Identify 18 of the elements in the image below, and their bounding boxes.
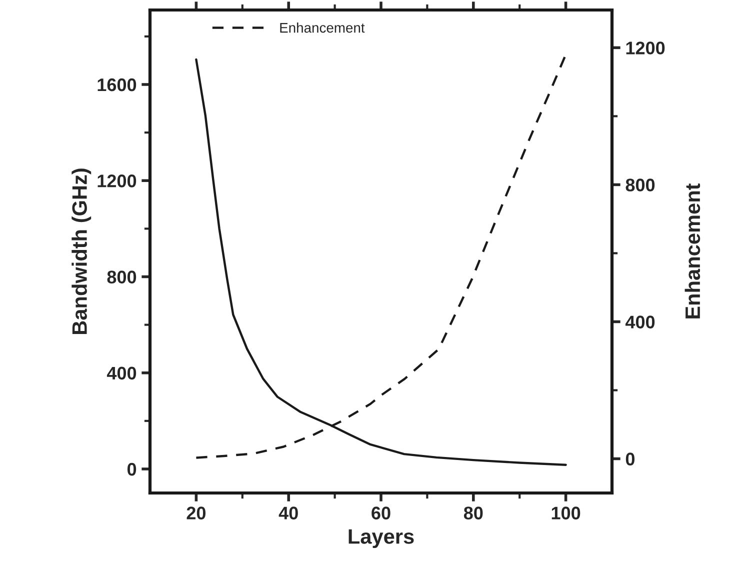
x-tick-label: 20	[186, 506, 206, 520]
y2-tick-label: 0	[626, 452, 634, 466]
y-tick-label: 1200	[98, 174, 136, 188]
x-tick-label: 60	[372, 506, 390, 520]
y-tick-label: 400	[106, 366, 136, 380]
y2-tick-label: 800	[626, 178, 655, 192]
y-axis-title: Bandwidth (GHz)	[72, 168, 92, 334]
y2-tick-label: 1200	[626, 42, 665, 54]
y-tick-label: 1600	[98, 78, 136, 92]
y2-axis-title: Enhancement	[684, 183, 700, 318]
x-axis-title: Layers	[348, 529, 414, 548]
y-tick-label: 0	[127, 462, 136, 476]
y2-tick-label: 400	[625, 316, 655, 328]
x-tick-label: 40	[278, 506, 298, 520]
y-tick-label: 800	[107, 270, 136, 284]
x-tick-label: 100	[552, 506, 580, 520]
legend-label: Enhancement	[280, 22, 365, 33]
x-tick-label: 80	[464, 506, 483, 520]
